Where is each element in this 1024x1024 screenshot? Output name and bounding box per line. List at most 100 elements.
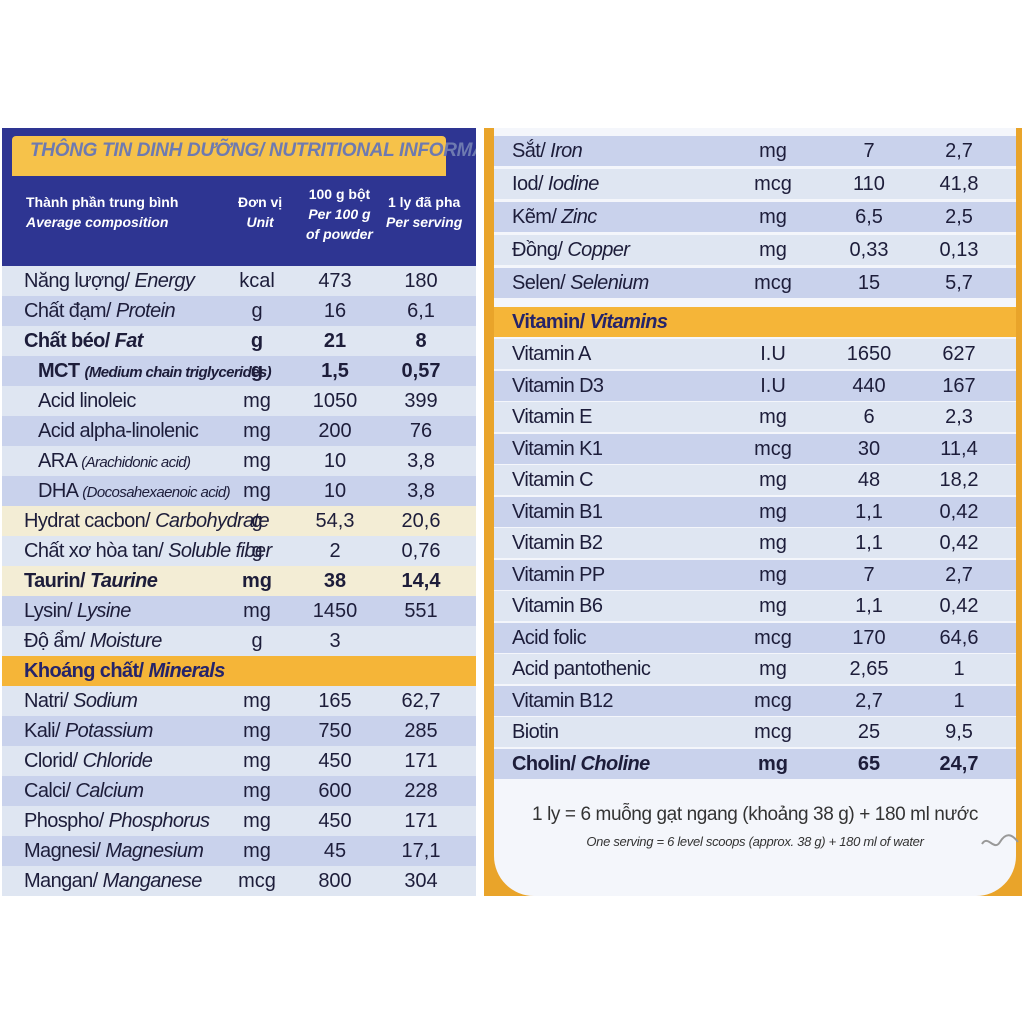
nutrient-name-vi: Vitamin B1	[512, 500, 603, 523]
unit-cell: mg	[243, 480, 271, 502]
title-bar	[12, 136, 446, 176]
unit-cell: mg	[759, 206, 787, 228]
unit-cell: mg	[243, 720, 271, 742]
serving-cell: 180	[404, 270, 438, 292]
nutrient-name-vi: Magnesi/	[24, 840, 106, 862]
section-title: Khoáng chất/ Minerals	[24, 656, 225, 686]
nutrient-name: DHA (Docosahexaenoic acid)	[38, 476, 231, 508]
serving-cell: 1	[953, 689, 965, 712]
unit-cell: g	[251, 300, 263, 322]
serving-cell: 24,7	[939, 752, 979, 775]
table-row: Kali/ Potassium mg 750 285	[2, 716, 476, 746]
serving-cell: 0,42	[939, 500, 979, 523]
unit-cell: I.U	[760, 374, 786, 397]
nutrient-name-vi: Clorid/	[24, 750, 83, 772]
per100-cell: 1,1	[855, 500, 883, 523]
nutrient-name-vi: Vitamin A	[512, 343, 591, 365]
nutrient-name: MCT (Medium chain triglycerides)	[38, 356, 272, 388]
nutrient-name-vi: Vitamin K1	[512, 437, 603, 460]
minerals-section-header: Khoáng chất/ Minerals	[2, 656, 476, 686]
table-row: DHA (Docosahexaenoic acid) mg 10 3,8	[2, 476, 476, 506]
serving-cell: 0,57	[401, 360, 441, 382]
per100-cell: 15	[857, 272, 881, 294]
nutrient-name-en: Potassium	[64, 720, 154, 742]
per100-cell: 54,3	[315, 510, 355, 532]
serving-cell: 0,42	[939, 532, 979, 554]
table-row: Sắt/ Iron mg 7 2,7	[494, 136, 1016, 166]
serving-cell: 17,1	[401, 840, 441, 862]
unit-cell: mg	[759, 239, 787, 261]
table-row: Vitamin E mg 6 2,3	[494, 402, 1016, 432]
unit-cell: mg	[243, 840, 271, 862]
serving-cell: 62,7	[401, 690, 441, 712]
nutrient-name: Chất đạm/ Protein	[24, 296, 176, 326]
nutrient-name-en: Sodium	[73, 690, 138, 712]
table-row: Kẽm/ Zinc mg 6,5 2,5	[494, 202, 1016, 232]
nutrient-name-vi: Natri/	[24, 690, 74, 712]
nutrient-name: Biotin	[512, 717, 559, 747]
unit-cell: mg	[759, 595, 787, 617]
section-title-vi: Vitamin/	[512, 311, 590, 333]
nutrient-name: Vitamin B2	[512, 528, 603, 558]
nutrient-name-vi: Acid linoleic	[38, 390, 136, 412]
nutrient-name-en: Energy	[134, 270, 195, 292]
per100-cell: 1650	[846, 343, 892, 365]
nutrient-name-vi: Acid alpha-linolenic	[38, 420, 199, 442]
header-serving-vi: 1 ly đã pha	[387, 194, 461, 210]
unit-cell: g	[250, 330, 264, 352]
table-row: Hydrat cacbon/ Carbohydrate g 54,3 20,6	[2, 506, 476, 536]
per100-cell: 600	[318, 780, 352, 802]
serving-cell: 2,5	[945, 206, 973, 228]
table-row: Vitamin B6 mg 1,1 0,42	[494, 591, 1016, 621]
header-per100-en2: of powder	[306, 226, 373, 242]
per100-cell: 200	[318, 420, 352, 442]
unit-cell: mg	[758, 752, 788, 775]
nutrient-name-vi: Chất béo/	[24, 330, 115, 352]
nutrient-name: Iod/ Iodine	[512, 169, 599, 199]
unit-cell: mcg	[754, 689, 792, 712]
nutrient-name: Vitamin B6	[512, 591, 603, 621]
nutrient-name-en: (Arachidonic acid)	[81, 454, 191, 471]
table-row: Acid pantothenic mg 2,65 1	[494, 654, 1016, 684]
nutrient-name: Clorid/ Chloride	[24, 746, 153, 776]
nutrient-name: Acid pantothenic	[512, 654, 651, 684]
per100-cell: 450	[318, 810, 352, 832]
nutrient-name-en: Copper	[567, 239, 630, 261]
per100-cell: 1,5	[321, 360, 349, 382]
per100-cell: 10	[323, 450, 347, 472]
nutrient-name-vi: Phospho/	[24, 810, 109, 832]
nutrient-name: Đồng/ Copper	[512, 235, 630, 265]
table-row: Calci/ Calcium mg 600 228	[2, 776, 476, 806]
nutrient-name: Vitamin K1	[512, 434, 603, 464]
section-title-en: Vitamins	[589, 311, 668, 333]
nutrient-name-vi: Sắt/	[512, 140, 551, 162]
unit-cell: mg	[242, 570, 272, 592]
table-row: Vitamin B1 mg 1,1 0,42	[494, 496, 1016, 527]
nutrient-name-vi: Vitamin B12	[512, 689, 613, 712]
nutrient-name-en: Chloride	[82, 750, 153, 772]
per100-cell: 10	[323, 480, 347, 502]
nutrient-name-en: Iron	[550, 140, 583, 162]
nutrient-name-vi: Biotin	[512, 721, 559, 743]
per100-cell: 21	[323, 330, 347, 352]
nutrient-name-vi: Năng lượng/	[24, 270, 135, 292]
per100-cell: 48	[857, 469, 881, 491]
per100-cell: 25	[857, 721, 881, 743]
nutrient-name-vi: Chất đạm/	[24, 300, 116, 322]
header-unit-en: Unit	[246, 214, 274, 230]
nutrient-name-vi: Mangan/	[24, 870, 103, 892]
nutrient-name-vi: Iod/	[512, 173, 548, 195]
serving-cell: 0,42	[939, 595, 979, 617]
unit-cell: mg	[759, 140, 787, 162]
nutrient-name-vi: Selen/	[512, 272, 571, 294]
nutrient-name-vi: Cholin/	[512, 752, 581, 775]
nutrient-name: Acid folic	[512, 623, 587, 653]
serving-cell: 2,3	[945, 406, 973, 428]
table-row: Vitamin B2 mg 1,1 0,42	[494, 528, 1016, 558]
nutrient-name: Năng lượng/ Energy	[24, 266, 195, 296]
unit-cell: g	[250, 360, 264, 382]
nutrient-name-vi: ARA	[38, 450, 82, 472]
unit-cell: mg	[759, 500, 787, 523]
per100-cell: 1050	[312, 390, 358, 412]
unit-cell: mg	[243, 390, 271, 412]
